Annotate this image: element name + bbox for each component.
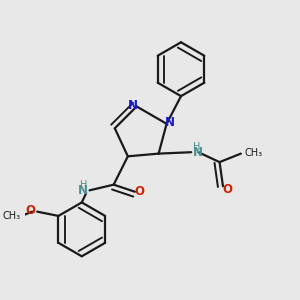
- Text: N: N: [128, 99, 138, 112]
- Text: N: N: [78, 184, 88, 197]
- Text: N: N: [165, 116, 175, 129]
- Text: CH₃: CH₃: [2, 211, 20, 221]
- Text: H: H: [193, 142, 200, 152]
- Text: O: O: [25, 204, 35, 217]
- Text: H: H: [80, 180, 87, 190]
- Text: O: O: [222, 183, 232, 196]
- Text: CH₃: CH₃: [244, 148, 262, 158]
- Text: O: O: [134, 185, 145, 198]
- Text: N: N: [193, 146, 203, 159]
